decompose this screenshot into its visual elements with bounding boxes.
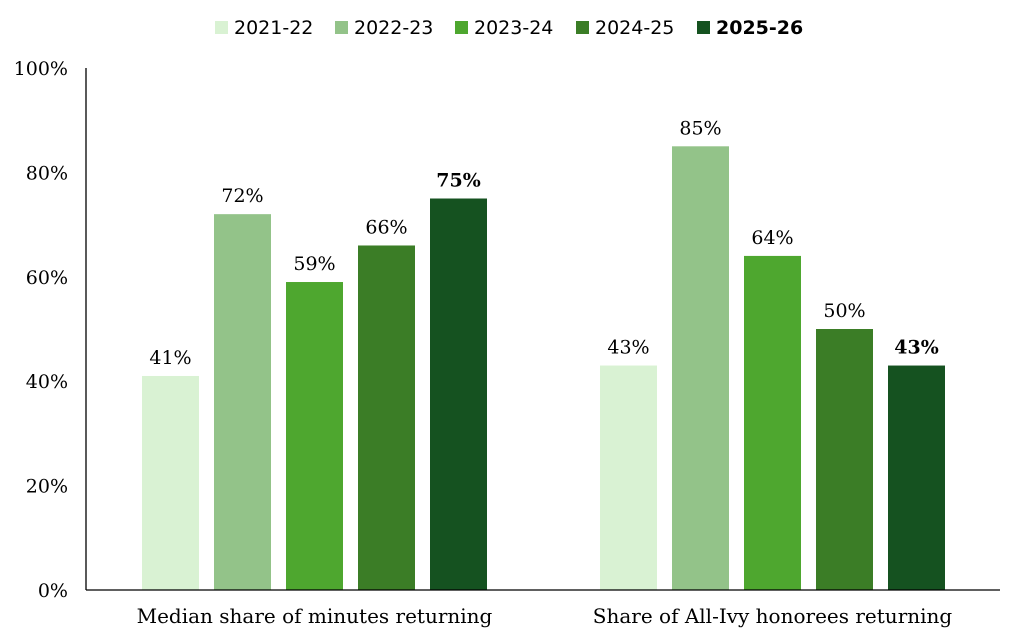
y-tick-label: 60% bbox=[26, 267, 68, 289]
bar bbox=[888, 365, 945, 590]
bar bbox=[672, 146, 729, 591]
bar bbox=[214, 214, 271, 590]
data-label: 59% bbox=[293, 253, 335, 275]
bar bbox=[600, 365, 657, 590]
data-label: 66% bbox=[365, 216, 407, 238]
legend-label: 2021-22 bbox=[234, 17, 313, 39]
legend-swatch bbox=[215, 21, 228, 34]
data-label: 64% bbox=[751, 227, 793, 249]
bar bbox=[744, 255, 801, 591]
legend-label: 2024-25 bbox=[595, 17, 674, 39]
legend-item: 2025-26 bbox=[697, 17, 803, 39]
y-axis: 0% 20% 40% 60% 80% 100% bbox=[14, 58, 87, 602]
y-tick-label: 80% bbox=[26, 162, 68, 184]
y-tick-label: 40% bbox=[26, 371, 68, 393]
x-category-label: Median share of minutes returning bbox=[137, 604, 493, 628]
data-label: 85% bbox=[679, 117, 721, 139]
y-tick-label: 100% bbox=[14, 58, 68, 80]
data-label: 50% bbox=[823, 300, 865, 322]
data-labels: 41% 43% 72% 85% 59% 64% 66% 50% 75% 43% bbox=[149, 117, 938, 369]
data-label: 43% bbox=[894, 337, 939, 359]
legend-swatch bbox=[335, 21, 348, 34]
data-label: 75% bbox=[436, 170, 481, 192]
legend-label: 2022-23 bbox=[354, 17, 433, 39]
data-label: 72% bbox=[221, 185, 263, 207]
data-label: 41% bbox=[149, 347, 191, 369]
bar bbox=[286, 282, 343, 590]
bar bbox=[358, 245, 415, 591]
bar bbox=[142, 375, 199, 590]
legend-item: 2021-22 bbox=[215, 17, 313, 39]
legend-item: 2024-25 bbox=[576, 17, 674, 39]
legend-label: 2025-26 bbox=[716, 17, 803, 39]
legend-item: 2022-23 bbox=[335, 17, 433, 39]
y-tick-label: 0% bbox=[38, 580, 68, 602]
legend-swatch bbox=[576, 21, 589, 34]
y-tick-label: 20% bbox=[26, 476, 68, 498]
bars bbox=[142, 146, 945, 591]
legend-swatch bbox=[697, 21, 710, 34]
x-axis: Median share of minutes returning Share o… bbox=[86, 589, 1000, 628]
legend-item: 2023-24 bbox=[455, 17, 553, 39]
bar bbox=[430, 198, 487, 590]
x-category-label: Share of All-Ivy honorees returning bbox=[593, 604, 953, 628]
data-label: 43% bbox=[607, 337, 649, 359]
legend-label: 2023-24 bbox=[474, 17, 553, 39]
legend-swatch bbox=[455, 21, 468, 34]
legend: 2021-22 2022-23 2023-24 2024-25 2025-26 bbox=[215, 17, 803, 39]
bar bbox=[816, 329, 873, 590]
